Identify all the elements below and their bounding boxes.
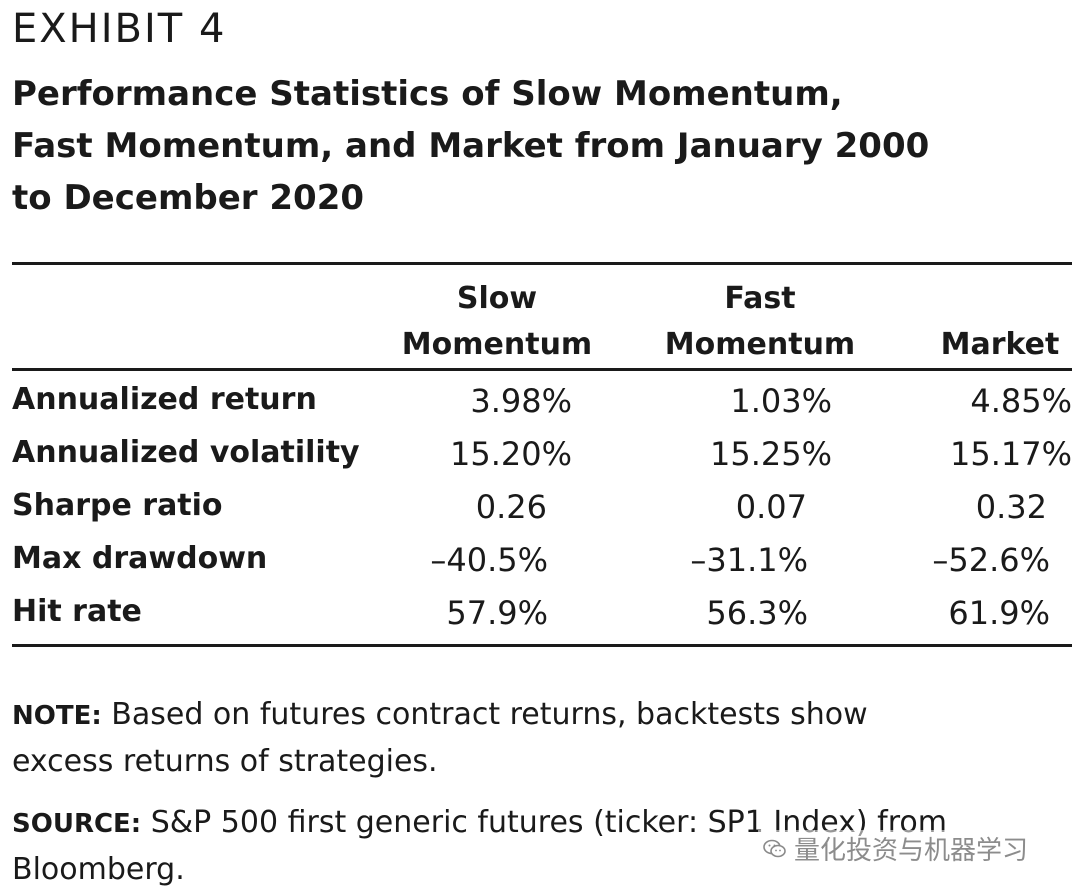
exhibit-title-line-1: Performance Statistics of Slow Momentum, — [12, 74, 843, 114]
note: NOTE: Based on futures contract returns,… — [12, 692, 1072, 784]
cell-slow-momentum: 0.26 — [475, 488, 547, 526]
table-top-rule — [12, 262, 1072, 265]
source-tag: SOURCE: — [12, 809, 142, 839]
cell-fast-momentum: –31.1% — [690, 541, 808, 579]
exhibit-label: EXHIBIT 4 — [12, 6, 227, 52]
table-header-rule — [12, 368, 1072, 371]
table-row: Max drawdown –40.5% –31.1% –52.6% — [12, 541, 1072, 594]
table-row: Annualized volatility 15.20% 15.25% 15.1… — [12, 435, 1072, 488]
column-header-slow-momentum: Slow Momentum — [382, 276, 612, 368]
column-header-line: Momentum — [401, 327, 593, 362]
cell-slow-momentum: 3.98% — [470, 382, 572, 420]
column-header-line: Momentum — [664, 327, 856, 362]
table-bottom-rule — [12, 644, 1072, 647]
column-header-line: Market — [940, 327, 1060, 362]
row-label: Max drawdown — [12, 541, 268, 576]
note-text: Based on futures contract returns, backt… — [101, 697, 868, 732]
cell-slow-momentum: 57.9% — [446, 594, 548, 632]
cell-fast-momentum: 0.07 — [735, 488, 807, 526]
row-label: Sharpe ratio — [12, 488, 223, 523]
cell-slow-momentum: 15.20% — [449, 435, 572, 473]
note-text-continued: excess returns of strategies. — [12, 744, 438, 779]
column-header-line — [890, 276, 1080, 322]
table-row: Sharpe ratio 0.26 0.07 0.32 — [12, 488, 1072, 541]
cell-fast-momentum: 15.25% — [709, 435, 832, 473]
watermark-text: 量化投资与机器学习 — [794, 836, 1029, 866]
row-label: Hit rate — [12, 594, 142, 629]
column-header-fast-momentum: Fast Momentum — [645, 276, 875, 368]
wechat-icon — [763, 839, 786, 857]
table-row: Annualized return 3.98% 1.03% 4.85% — [12, 382, 1072, 435]
column-header-line: Fast — [724, 281, 796, 316]
cell-market: 61.9% — [948, 594, 1050, 632]
column-header-line: Slow — [456, 281, 538, 316]
exhibit-title: Performance Statistics of Slow Momentum,… — [12, 68, 1012, 224]
cell-market: –52.6% — [932, 541, 1050, 579]
note-tag: NOTE: — [12, 701, 102, 731]
cell-market: 15.17% — [949, 435, 1072, 473]
cell-market: 4.85% — [970, 382, 1072, 420]
cell-fast-momentum: 56.3% — [706, 594, 808, 632]
cell-market: 0.32 — [975, 488, 1047, 526]
watermark: 量化投资与机器学习 — [758, 830, 1033, 867]
cell-fast-momentum: 1.03% — [730, 382, 832, 420]
row-label: Annualized volatility — [12, 435, 360, 470]
row-label: Annualized return — [12, 382, 317, 417]
exhibit-title-line-3: to December 2020 — [12, 178, 365, 218]
source-text-continued: Bloomberg. — [12, 852, 185, 887]
column-header-market: Market — [890, 276, 1080, 368]
cell-slow-momentum: –40.5% — [430, 541, 548, 579]
table-row: Hit rate 57.9% 56.3% 61.9% — [12, 594, 1072, 647]
exhibit-title-line-2: Fast Momentum, and Market from January 2… — [12, 126, 930, 166]
